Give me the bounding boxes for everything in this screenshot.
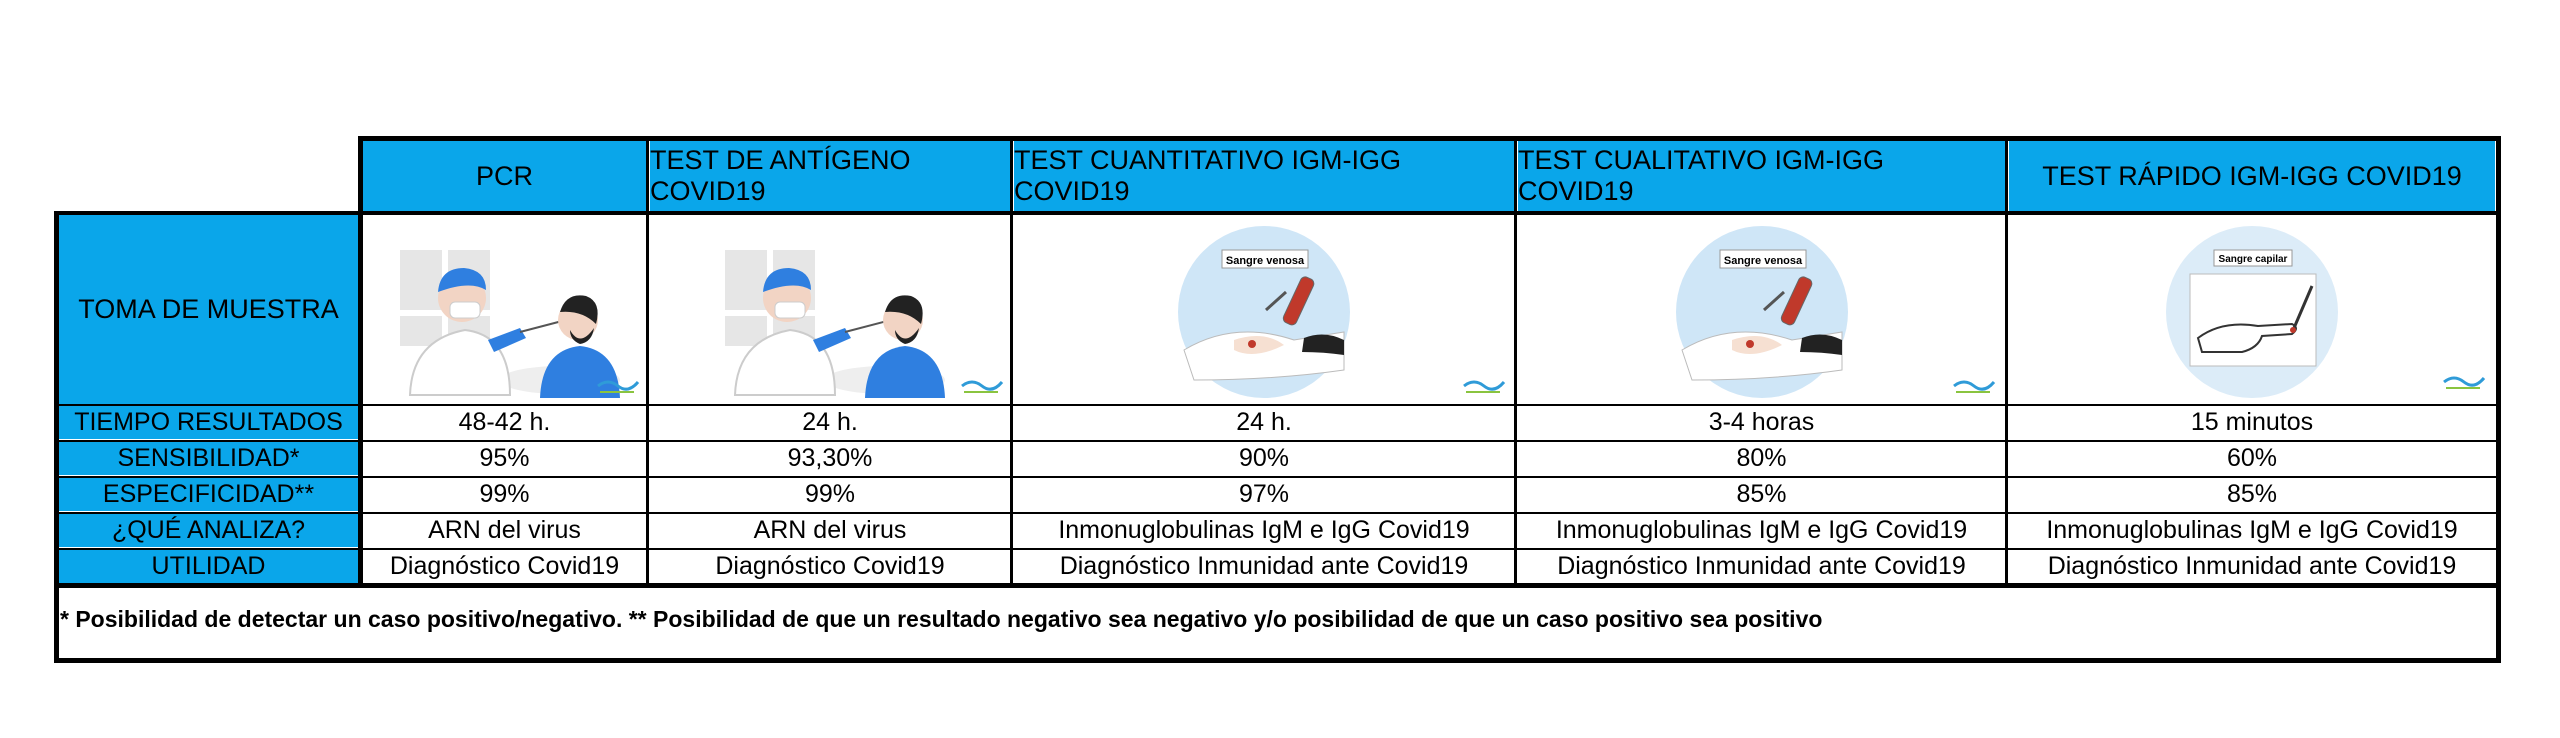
cell-tiempo-3: 3-4 horas (1708, 408, 1815, 436)
brand-logo-icon (961, 380, 1004, 393)
row-label-toma: TOMA DE MUESTRA (58, 215, 359, 404)
grid-line (1514, 141, 1517, 585)
cell-utilidad-2: Diagnóstico Inmunidad ante Covid19 (1059, 552, 1469, 580)
grid-line (646, 141, 649, 585)
table-border (54, 211, 59, 663)
grid-line (1010, 141, 1013, 585)
cualitativo-sample-image: Sangre venosa (1518, 215, 2005, 404)
venous-blood-icon: Sangre venosa (1675, 225, 1848, 398)
col-header-antigeno: TEST DE ANTÍGENO COVID19 (650, 141, 1010, 211)
cell-tiempo-1: 24 h. (802, 408, 858, 436)
cell-especificidad-0: 99% (479, 480, 530, 508)
cell-analiza-2: Inmonuglobulinas IgM e IgG Covid19 (1058, 516, 1470, 544)
image-caption: Sangre venosa (1226, 255, 1305, 267)
table-border (54, 658, 2501, 663)
row-label-especificidad: ESPECIFICIDAD** (58, 478, 359, 511)
cell-especificidad-4: 85% (2226, 480, 2278, 508)
pcr-sample-image (363, 215, 646, 404)
cell-tiempo-4: 15 minutos (2190, 408, 2314, 436)
col-header-cuantitativo: TEST CUANTITATIVO IGM-IGG COVID19 (1014, 141, 1514, 211)
cell-analiza-3: Inmonuglobulinas IgM e IgG Covid19 (1555, 516, 1968, 544)
capillary-blood-icon: Sangre capilar (2166, 225, 2338, 398)
cell-tiempo-0: 48-42 h. (458, 408, 551, 436)
grid-line (58, 548, 2497, 550)
cell-especificidad-2: 97% (1238, 480, 1290, 508)
table-border (54, 211, 2501, 215)
grid-line (58, 404, 2497, 406)
antigeno-sample-image (650, 215, 1010, 404)
cell-sensibilidad-1: 93,30% (787, 444, 873, 472)
image-caption: Sangre capilar (2219, 254, 2288, 265)
col-header-pcr: PCR (363, 141, 646, 211)
row-label-analiza: ¿QUÉ ANALIZA? (58, 514, 359, 547)
cell-sensibilidad-0: 95% (479, 444, 530, 472)
table-border (358, 136, 2501, 141)
row-label-sensibilidad: SENSIBILIDAD* (58, 442, 359, 475)
grid-line (58, 512, 2497, 514)
cell-analiza-0: ARN del virus (428, 516, 581, 544)
cell-analiza-4: Inmonuglobulinas IgM e IgG Covid19 (2046, 516, 2458, 544)
row-label-utilidad: UTILIDAD (58, 550, 359, 583)
grid-line (58, 440, 2497, 442)
brand-logo-icon (1463, 380, 1506, 393)
col-header-cualitativo: TEST CUALITATIVO IGM-IGG COVID19 (1518, 141, 2005, 211)
cell-sensibilidad-3: 80% (1736, 444, 1787, 472)
brand-logo-icon (1953, 380, 1996, 393)
cell-especificidad-1: 99% (804, 480, 856, 508)
row-label-tiempo: TIEMPO RESULTADOS (58, 406, 359, 439)
table-border (54, 583, 2501, 588)
rapido-sample-image: Sangre capilar (2009, 215, 2495, 404)
nasal-swab-icon (725, 249, 945, 398)
brand-logo-icon (2443, 376, 2486, 389)
cell-analiza-1: ARN del virus (753, 516, 907, 544)
table-border (358, 136, 363, 587)
grid-line (2005, 141, 2008, 585)
cell-utilidad-4: Diagnóstico Inmunidad ante Covid19 (2047, 552, 2457, 580)
cuantitativo-sample-image: Sangre venosa (1014, 215, 1514, 404)
nasal-swab-icon (399, 249, 620, 398)
cell-utilidad-3: Diagnóstico Inmunidad ante Covid19 (1557, 552, 1966, 580)
venous-blood-icon: Sangre venosa (1178, 225, 1350, 398)
footnote: * Posibilidad de detectar un caso positi… (60, 606, 1823, 632)
table-border (2496, 136, 2501, 663)
cell-utilidad-0: Diagnóstico Covid19 (389, 552, 620, 580)
grid-line (58, 476, 2497, 478)
col-header-rapido: TEST RÁPIDO IGM-IGG COVID19 (2009, 141, 2495, 211)
cell-utilidad-1: Diagnóstico Covid19 (715, 552, 945, 580)
cell-tiempo-2: 24 h. (1236, 408, 1292, 436)
image-caption: Sangre venosa (1723, 255, 1802, 267)
brand-logo-icon (597, 380, 640, 393)
cell-sensibilidad-2: 90% (1238, 444, 1290, 472)
cell-especificidad-3: 85% (1736, 480, 1787, 508)
cell-sensibilidad-4: 60% (2226, 444, 2278, 472)
